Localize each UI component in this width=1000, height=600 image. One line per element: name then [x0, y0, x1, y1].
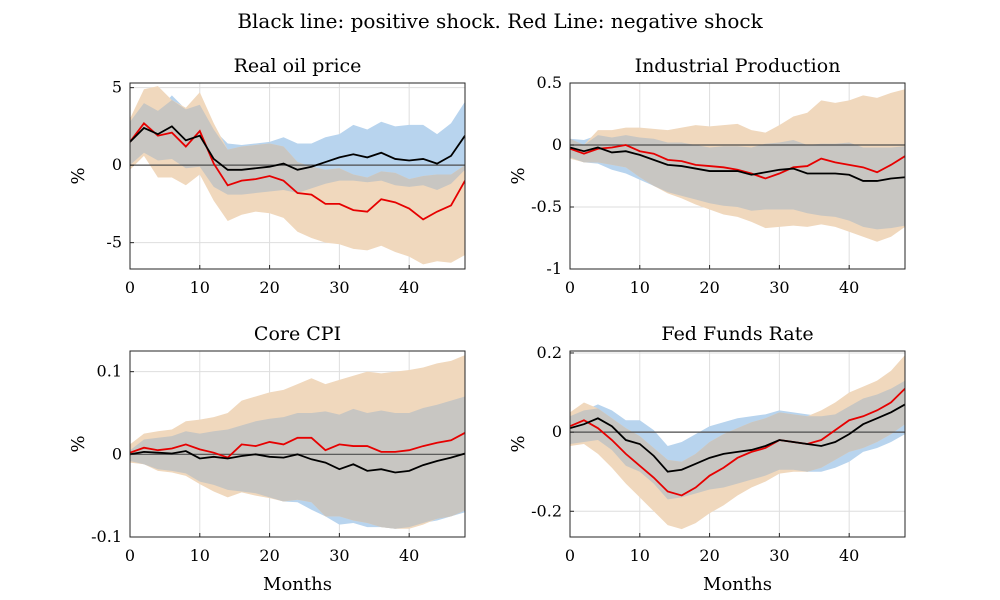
panel-title: Industrial Production: [635, 55, 841, 77]
y-axis-label: %: [508, 435, 529, 452]
x-axis-label: Months: [263, 574, 332, 595]
y-tick-label: -0.2: [531, 501, 562, 520]
x-tick-label: 30: [329, 278, 349, 297]
y-tick-label: 0: [112, 155, 122, 174]
x-tick-label: 10: [630, 546, 650, 565]
x-tick-label: 40: [399, 278, 419, 297]
y-tick-label: -0.1: [91, 527, 122, 546]
x-tick-label: 30: [769, 546, 789, 565]
y-tick-label: 0: [552, 135, 562, 154]
x-tick-label: 40: [399, 546, 419, 565]
negative-shock-line: [130, 121, 465, 221]
y-tick-label: -5: [106, 233, 122, 252]
x-tick-label: 20: [699, 278, 719, 297]
figure-title: Black line: positive shock. Red Line: ne…: [237, 9, 763, 33]
y-tick-label: 0.1: [97, 362, 122, 381]
panel-title: Fed Funds Rate: [661, 323, 813, 345]
panel-title: Core CPI: [254, 323, 341, 345]
overlap-band: [570, 380, 905, 500]
y-tick-label: 0: [552, 422, 562, 441]
panel-title: Real oil price: [234, 55, 362, 77]
x-axis-label: Months: [703, 574, 772, 595]
x-tick-label: 10: [190, 278, 210, 297]
plot-area: [130, 355, 465, 529]
negative-shock-line: [570, 144, 905, 180]
x-tick-label: 0: [565, 278, 575, 297]
plot-area: [570, 354, 905, 530]
axes-frame: [129, 350, 466, 538]
y-tick-label: 0.2: [537, 343, 562, 362]
y-axis-label: %: [508, 167, 529, 184]
y-axis-label: %: [68, 167, 89, 184]
x-tick-label: 0: [125, 278, 135, 297]
plot-area: [570, 89, 905, 242]
x-tick-label: 10: [630, 278, 650, 297]
negative-shock-line: [570, 387, 905, 497]
axes-frame: [129, 82, 466, 270]
x-tick-label: 20: [259, 546, 279, 565]
y-tick-label: 0.5: [537, 73, 562, 92]
overlap-band: [130, 396, 465, 529]
x-tick-label: 20: [699, 546, 719, 565]
panel-industrial-production: 0 10 20 30 40 0.5 0 -0.5 -1 Industrial Production…: [508, 55, 906, 297]
x-tick-label: 0: [125, 546, 135, 565]
axes-frame: [569, 82, 906, 270]
y-tick-label: 0: [112, 444, 122, 463]
y-tick-label: 5: [112, 78, 122, 97]
positive-shock-line: [570, 146, 905, 182]
panel-fed-funds-rate: 0 10 20 30 40 0.2 0 -0.2 Fed Funds Rate% Months: [508, 323, 906, 595]
positive-shock-line: [130, 125, 465, 171]
y-tick-label: -1: [546, 259, 562, 278]
y-tick-label: -0.5: [531, 197, 562, 216]
axes-frame: [569, 350, 906, 538]
x-tick-label: 30: [329, 546, 349, 565]
plot-area: [130, 86, 465, 265]
positive-shock-line: [570, 403, 905, 473]
negative-shock-line: [130, 432, 465, 459]
x-tick-label: 40: [839, 546, 859, 565]
y-axis-label: %: [68, 435, 89, 452]
x-tick-label: 0: [565, 546, 575, 565]
x-tick-label: 10: [190, 546, 210, 565]
x-tick-label: 40: [839, 278, 859, 297]
positive-shock-line: [130, 450, 465, 474]
x-tick-label: 20: [259, 278, 279, 297]
overlap-band: [130, 100, 465, 195]
x-tick-label: 30: [769, 278, 789, 297]
